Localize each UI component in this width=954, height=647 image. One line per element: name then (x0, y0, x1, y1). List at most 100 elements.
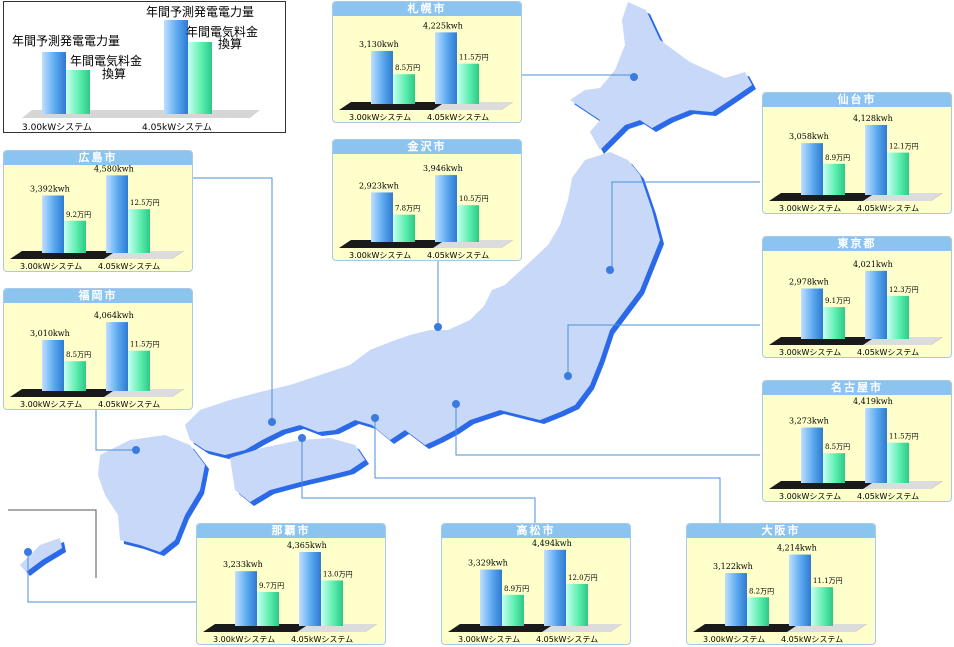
legend-gen-bar-b (164, 20, 188, 114)
city-bar-chart: 3,122kwh 8.2万円 3.00kWシステム 4,214kwh 11.1万円 4.0… (693, 544, 867, 644)
legend-fee-label-a: 年間電気料金 (70, 53, 142, 68)
gen-value-label: 4,225kwh (423, 21, 463, 30)
gen-value-label: 3,946kwh (423, 164, 463, 173)
city-bar-chart: 3,130kwh 8.5万円 3.00kWシステム 4,225kwh 11.5万円 4.0… (339, 21, 513, 122)
gen-bar (42, 195, 64, 253)
gen-bar (435, 175, 457, 242)
panel-osaka: 大阪市 3,122kwh 8.2万円 3.00kWシステム 4,214kwh 11.1万円… (686, 523, 876, 645)
panel-nagoya: 名古屋市 3,273kwh 8.5万円 3.00kWシステム 4,419kwh 11.5万… (762, 380, 952, 502)
city-bar-chart: 3,010kwh 8.5万円 3.00kWシステム 4,064kwh 11.5万円 4.0… (10, 311, 184, 409)
legend-gen-bar-a (42, 52, 66, 114)
gen-bar (865, 270, 887, 339)
gen-value-label: 2,923kwh (359, 181, 399, 190)
kyushu-shape (98, 435, 205, 552)
fee-value-label: 9.2万円 (66, 211, 91, 219)
fee-value-label: 10.5万円 (459, 195, 489, 203)
panel-title: 札幌市 (333, 2, 521, 16)
fee-bar (393, 74, 415, 104)
category-label: 3.00kWシステム (20, 400, 82, 409)
category-label: 3.00kWシステム (779, 492, 841, 501)
gen-bar (801, 427, 823, 483)
fee-value-label: 12.5万円 (130, 199, 160, 207)
fee-value-label: 12.3万円 (889, 286, 919, 294)
category-label: 4.05kWシステム (781, 635, 843, 644)
gen-bar (106, 175, 128, 253)
panel-sendai: 仙台市 3,058kwh 8.9万円 3.00kWシステム 4,128kwh 12.1万円… (762, 92, 952, 214)
panel-title: 那覇市 (197, 524, 385, 538)
legend-fee-bar-a (66, 70, 90, 114)
gen-bar (865, 408, 887, 483)
panel-naha: 那覇市 3,233kwh 9.7万円 3.00kWシステム 4,365kwh 13.0万円… (196, 523, 386, 645)
fee-value-label: 12.0万円 (568, 574, 598, 582)
panel-title: 福岡市 (4, 289, 192, 303)
fee-bar (393, 214, 415, 242)
category-label: 4.05kWシステム (857, 348, 919, 357)
shikoku-shape (230, 438, 365, 502)
category-label: 4.05kWシステム (857, 204, 919, 213)
legend-gen-label-b: 年間予測発電電力量 (146, 5, 254, 19)
gen-bar (371, 192, 393, 242)
category-label: 3.00kWシステム (213, 635, 275, 644)
legend-fee-label-b: 年間電気料金 (186, 24, 258, 39)
category-label: 3.00kWシステム (779, 204, 841, 213)
panel-fukuoka: 福岡市 3,010kwh 8.5万円 3.00kWシステム 4,064kwh 11.5万円… (3, 288, 193, 410)
city-bar-chart: 3,233kwh 9.7万円 3.00kWシステム 4,365kwh 13.0万円 4.0… (203, 541, 377, 644)
gen-bar (801, 143, 823, 195)
fee-value-label: 8.9万円 (825, 154, 850, 162)
gen-value-label: 4,021kwh (853, 260, 893, 269)
fee-bar (128, 209, 150, 253)
fee-value-label: 8.5万円 (825, 443, 850, 451)
gen-bar (42, 339, 64, 391)
gen-value-label: 4,064kwh (94, 311, 134, 320)
panel-kanazawa: 金沢市 2,923kwh 7.8万円 3.00kWシステム 3,946kwh 10.5万円… (332, 139, 522, 261)
city-bar-chart: 2,923kwh 7.8万円 3.00kWシステム 3,946kwh 10.5万円 4.0… (339, 164, 513, 260)
category-label: 3.00kWシステム (349, 251, 411, 260)
fee-value-label: 8.5万円 (395, 64, 420, 72)
legend-fee-label-a2: 換算 (102, 66, 126, 81)
gen-bar (789, 554, 811, 626)
panel-title: 大阪市 (687, 524, 875, 538)
gen-value-label: 3,010kwh (30, 329, 70, 338)
gen-bar (480, 569, 502, 626)
city-bar-chart: 3,058kwh 8.9万円 3.00kWシステム 4,128kwh 12.1万円 4.0… (769, 114, 943, 213)
category-label: 3.00kWシステム (779, 348, 841, 357)
gen-bar (801, 288, 823, 339)
panel-takamatsu: 高松市 3,329kwh 8.9万円 3.00kWシステム 4,494kwh 12.0万円… (441, 523, 631, 645)
fee-value-label: 11.5万円 (130, 341, 160, 349)
fee-value-label: 7.8万円 (395, 205, 420, 213)
fee-value-label: 8.5万円 (66, 351, 91, 359)
category-label: 3.00kWシステム (349, 113, 411, 122)
fee-bar (457, 205, 479, 242)
gen-bar (865, 125, 887, 195)
fee-value-label: 9.7万円 (259, 582, 284, 590)
category-label: 4.05kWシステム (857, 492, 919, 501)
okinawa-shape (20, 538, 62, 572)
fee-bar (823, 453, 845, 483)
panel-title: 名古屋市 (763, 381, 951, 395)
gen-bar (544, 549, 566, 626)
category-label: 4.05kWシステム (427, 113, 489, 122)
category-label: 4.05kWシステム (98, 262, 160, 271)
fee-bar (64, 220, 86, 253)
panel-tokyo: 東京都 2,978kwh 9.1万円 3.00kWシステム 4,021kwh 12.3万円… (762, 236, 952, 358)
city-bar-chart: 2,978kwh 9.1万円 3.00kWシステム 4,021kwh 12.3万円 4.0… (769, 260, 943, 357)
fee-value-label: 9.1万円 (825, 297, 850, 305)
gen-value-label: 3,392kwh (30, 184, 70, 193)
city-bar-chart: 3,392kwh 9.2万円 3.00kWシステム 4,580kwh 12.5万円 4.0… (10, 164, 184, 271)
fee-bar (566, 583, 588, 626)
hokkaido-shape (570, 2, 752, 150)
gen-value-label: 3,329kwh (468, 559, 508, 568)
fee-value-label: 11.5万円 (889, 433, 919, 441)
gen-bar (106, 322, 128, 391)
fee-bar (457, 63, 479, 104)
panel-title: 広島市 (4, 151, 192, 165)
fee-bar (747, 597, 769, 626)
honshu-shape (185, 152, 660, 455)
gen-bar (371, 50, 393, 104)
fee-bar (887, 442, 909, 483)
gen-bar (435, 32, 457, 104)
fee-bar (257, 592, 279, 626)
panel-title: 仙台市 (763, 93, 951, 107)
noto-shape (482, 285, 505, 310)
